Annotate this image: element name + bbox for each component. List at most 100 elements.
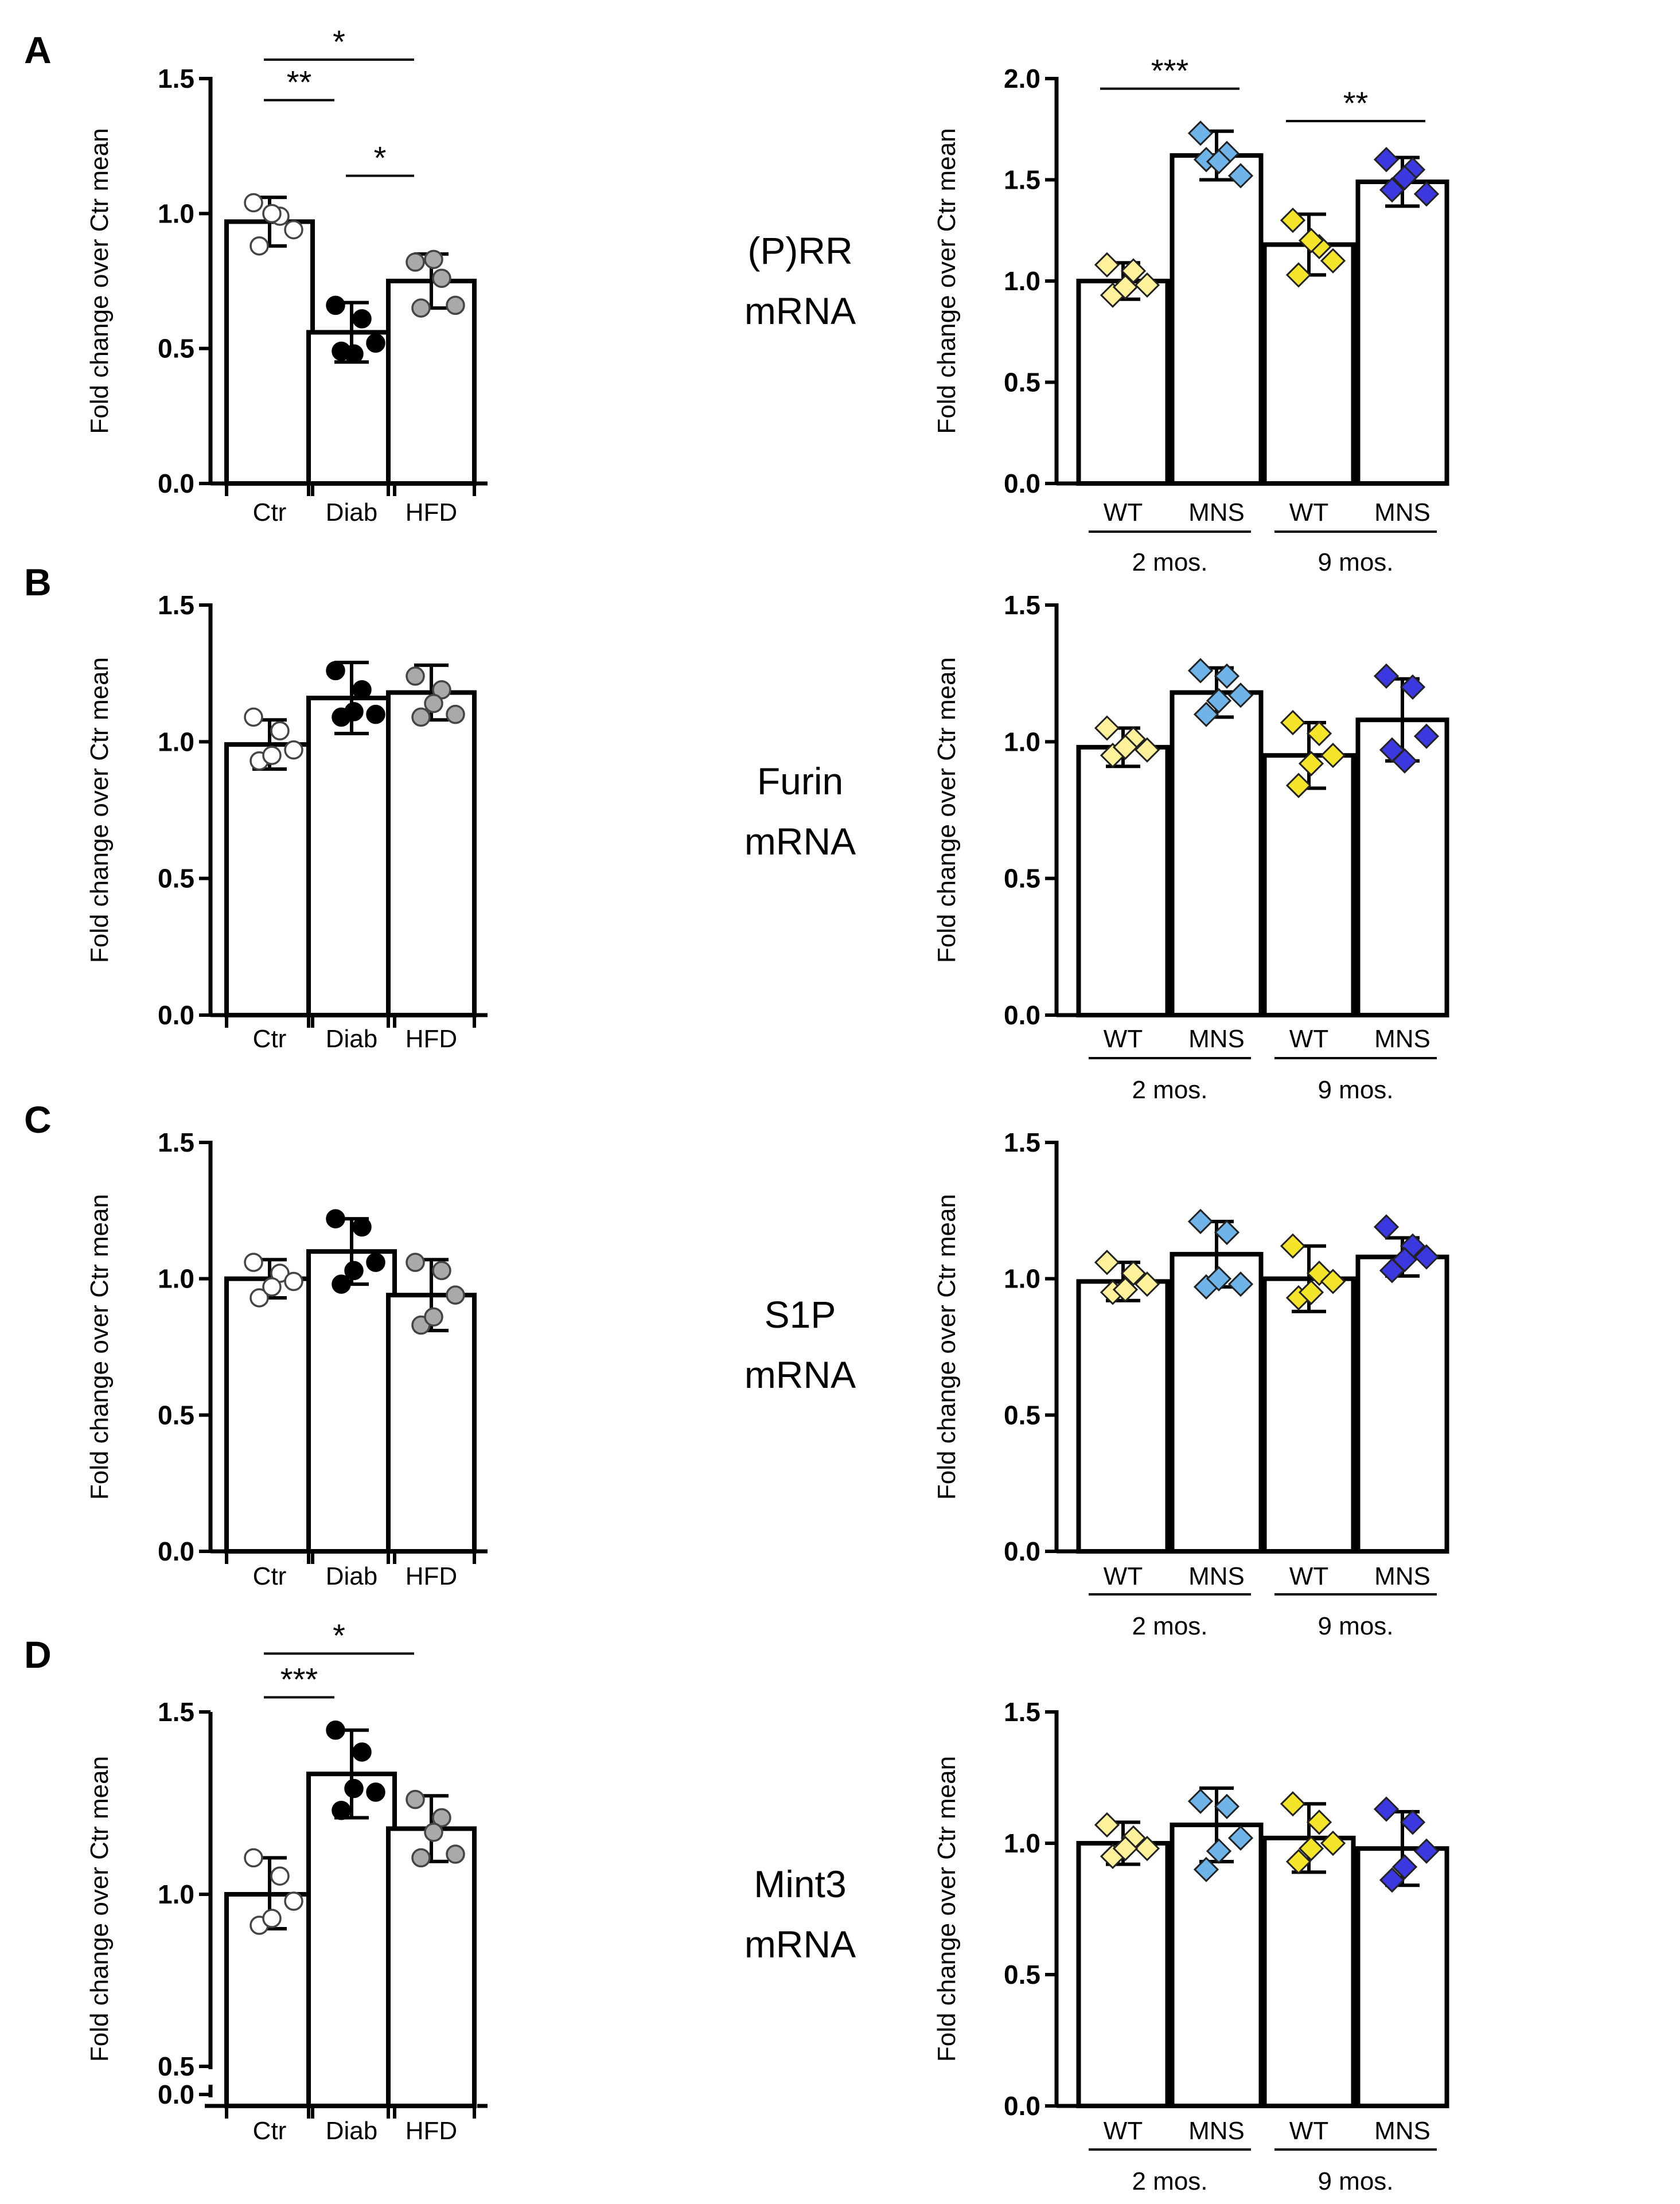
panel-label-c: C [24,1098,52,1141]
data-point [1206,688,1232,713]
data-point [1227,163,1254,189]
data-point [244,707,263,727]
x-category-label: MNS [1188,2117,1245,2145]
significance-label: ** [1343,85,1369,121]
data-point [1206,149,1232,174]
data-point [1112,1277,1139,1302]
chart-A-left: 0.0 0.5 1.0 1.5 Fold change over Ctr mean Ctr… [85,24,488,526]
x-category-label: MNS [1374,2117,1430,2145]
data-point [244,1253,263,1272]
data-point [270,721,290,741]
data-point [284,220,303,240]
gene-label: Furin [757,760,843,802]
significance-label: *** [280,1661,318,1698]
chart-C-left: 0.0 0.5 1.0 1.5 Fold change over Ctr mean Ctr… [85,1128,488,1590]
data-point [1227,1271,1254,1297]
bar-diab [306,696,397,1017]
y-tick-label: 0.5 [158,864,194,894]
bar-ctr [224,219,315,486]
x-group-label: 9 mos. [1318,1612,1393,1640]
data-point [406,252,425,272]
data-point [1413,1838,1440,1864]
data-point [284,1891,303,1911]
data-point [1120,258,1147,284]
data-point [1094,252,1120,278]
bar-wt [1262,242,1356,486]
x-category-label: MNS [1188,1562,1245,1590]
y-tick-label: 1.0 [1004,1264,1040,1294]
data-point [432,1808,451,1828]
data-point [262,1909,282,1928]
data-point [1112,734,1139,760]
y-tick-label: 0.0 [158,1536,194,1566]
y-axis-label: Fold change over Ctr mean [85,1194,114,1500]
y-axis-label: Fold change over Ctr mean [85,128,114,434]
data-point [1094,715,1120,741]
data-point [1134,1836,1160,1862]
data-point [411,298,431,318]
y-tick-label: 1.5 [1004,1697,1040,1727]
data-point [424,693,443,713]
data-point [344,1261,364,1281]
data-point [262,204,282,224]
data-point [1400,1809,1426,1835]
data-point [1187,658,1214,684]
data-point [1280,207,1306,233]
x-category-label: HFD [406,1025,457,1053]
x-group-label: 2 mos. [1132,1076,1207,1104]
y-tick-label: 0.5 [1004,864,1040,894]
y-tick-label: 0.5 [158,1400,194,1430]
data-point [1373,663,1400,689]
y-tick-label: 0.0 [158,2080,194,2109]
data-point [1094,1812,1120,1838]
y-tick-label: 1.0 [158,1264,194,1294]
y-tick-label: 2.0 [1004,64,1040,93]
data-point [1373,147,1400,173]
bar-wt [1076,279,1170,486]
x-group-label: 9 mos. [1318,548,1393,576]
data-point [366,333,385,353]
panel-label-d: D [24,1633,52,1676]
gene-label: S1P [765,1293,836,1336]
y-tick-label: 1.0 [158,198,194,228]
bar-wt [1076,744,1170,1018]
data-point [366,1782,385,1802]
data-point [1413,1244,1440,1270]
y-tick-label: 0.0 [1004,2091,1040,2121]
data-point [1373,1796,1400,1822]
data-point [446,1285,465,1305]
x-category-label: WT [1104,2117,1143,2145]
data-point [1193,1856,1219,1882]
data-point [1214,1793,1240,1820]
data-point [1320,743,1346,769]
x-group-label: 2 mos. [1132,2167,1207,2195]
y-axis-label: Fold change over Ctr mean [933,657,961,963]
data-point [344,702,364,721]
x-category-label: MNS [1374,1562,1430,1590]
x-category-label: MNS [1188,498,1245,526]
data-point [406,1253,425,1272]
data-point [326,295,345,315]
x-category-label: WT [1289,2117,1328,2145]
data-point [1280,709,1306,736]
data-point [262,1277,282,1297]
bar-ctr [224,1892,315,2108]
x-category-label: MNS [1374,1025,1430,1053]
data-point [446,295,465,315]
data-point [352,1742,372,1762]
gene-label: mRNA [744,820,856,863]
significance-label: ** [287,64,312,100]
data-point [1391,748,1418,774]
x-category-label: Ctr [253,498,287,526]
data-point [411,1848,431,1868]
data-point [1094,1250,1120,1275]
data-point [1379,177,1405,203]
data-point [1280,1233,1306,1259]
data-point [284,1271,303,1292]
data-point [446,704,465,724]
data-point [1320,1830,1346,1856]
data-point [1298,1836,1324,1862]
data-point [406,666,425,686]
data-point [1379,1867,1405,1893]
